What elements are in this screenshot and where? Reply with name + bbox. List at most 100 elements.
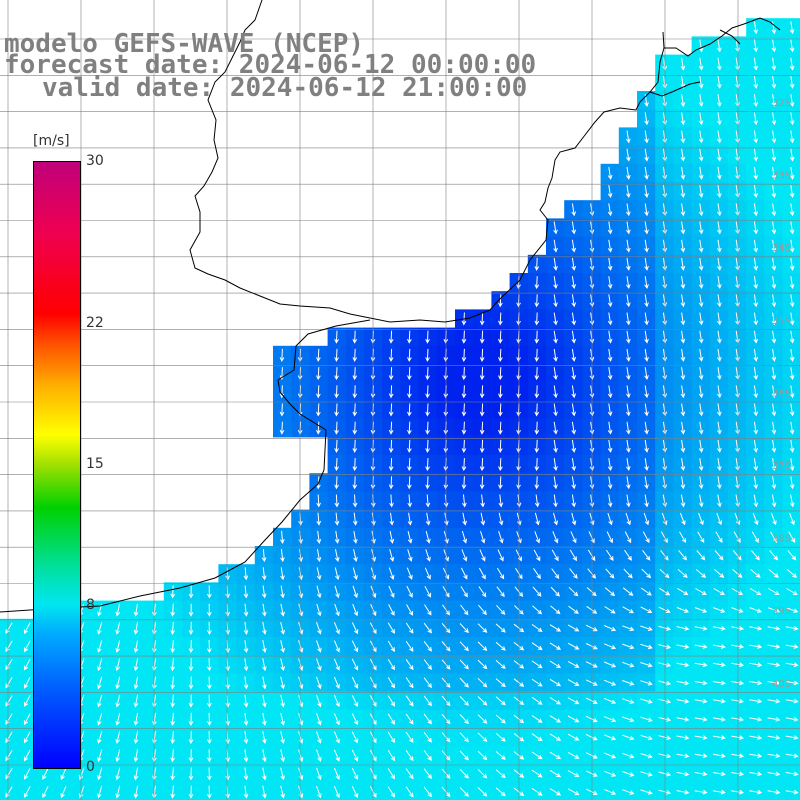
wind-arrow xyxy=(405,695,414,707)
wind-arrow xyxy=(607,312,613,326)
wind-arrow xyxy=(642,550,651,561)
wind-arrow xyxy=(607,476,613,490)
wind-arrow xyxy=(771,439,777,453)
colorbar-tick-label: 8 xyxy=(86,597,95,614)
wind-arrow xyxy=(644,348,649,362)
wind-arrow xyxy=(698,312,704,326)
wind-arrow xyxy=(623,568,633,579)
wind-arrow xyxy=(387,786,395,798)
wind-arrow xyxy=(425,476,430,490)
wind-arrow xyxy=(477,750,488,761)
wind-arrow xyxy=(785,735,799,740)
wind-arrow xyxy=(567,751,580,759)
wind-arrow xyxy=(712,789,726,795)
wind-arrow xyxy=(676,626,690,631)
wind-arrow xyxy=(280,585,285,599)
wind-arrow xyxy=(407,367,412,381)
wind-arrow xyxy=(459,732,469,743)
wind-arrow xyxy=(115,731,121,744)
wind-arrow xyxy=(533,549,541,562)
wind-arrow xyxy=(604,734,617,741)
wind-arrow xyxy=(676,607,690,613)
wind-arrow xyxy=(626,494,631,508)
wind-arrow xyxy=(712,735,726,740)
wind-arrow xyxy=(280,603,285,617)
wind-arrow xyxy=(316,549,322,563)
wind-arrow xyxy=(425,512,431,526)
wind-arrow xyxy=(789,458,795,472)
wind-arrow xyxy=(585,715,598,723)
wind-arrow xyxy=(731,662,745,668)
wind-arrow xyxy=(462,512,467,526)
wind-arrow xyxy=(23,731,31,744)
wind-arrow xyxy=(353,549,358,563)
wind-arrow xyxy=(389,494,394,508)
wind-arrow xyxy=(534,531,541,544)
wind-arrow xyxy=(498,476,503,490)
wind-arrow xyxy=(625,512,631,526)
wind-arrow xyxy=(749,698,763,704)
wind-arrow xyxy=(316,567,322,581)
wind-arrow xyxy=(243,603,249,617)
wind-arrow xyxy=(262,640,267,654)
wind-arrow xyxy=(532,605,543,615)
wind-arrow xyxy=(789,39,795,53)
wind-arrow xyxy=(406,585,413,598)
wind-arrow xyxy=(771,458,777,472)
wind-arrow xyxy=(280,676,285,690)
wind-arrow xyxy=(553,221,558,235)
wind-arrow xyxy=(731,626,745,631)
wind-arrow xyxy=(717,403,722,417)
wind-arrow xyxy=(333,695,340,708)
wind-arrow xyxy=(407,348,412,362)
wind-arrow xyxy=(749,771,763,777)
wind-arrow xyxy=(480,494,485,508)
wind-arrow xyxy=(626,166,631,180)
wind-arrow xyxy=(425,403,430,417)
wind-arrow xyxy=(753,403,759,417)
wind-arrow xyxy=(334,348,339,362)
wind-arrow xyxy=(789,166,795,180)
wind-arrow xyxy=(567,697,580,705)
wind-arrow xyxy=(753,148,759,162)
wind-arrow xyxy=(97,640,103,653)
wind-arrow xyxy=(712,698,726,704)
wind-arrow xyxy=(769,550,779,561)
wind-arrow xyxy=(351,749,359,762)
wind-arrow xyxy=(531,660,543,669)
wind-arrow xyxy=(115,694,121,708)
wind-arrow xyxy=(749,588,762,596)
wind-arrow xyxy=(753,94,759,108)
wind-arrow xyxy=(553,276,558,290)
wind-arrow xyxy=(498,294,503,308)
wind-arrow xyxy=(316,658,322,671)
wind-arrow xyxy=(732,569,743,578)
wind-arrow xyxy=(571,458,577,472)
wind-arrow xyxy=(334,549,340,563)
wind-arrow xyxy=(753,57,759,71)
wind-arrow xyxy=(170,731,176,745)
wind-arrow xyxy=(717,476,722,490)
wind-arrow xyxy=(551,568,560,579)
latitude-labels: 32S 33S 34S 35S 36S 37S 38S 39S 40S xyxy=(772,98,791,690)
wind-arrow xyxy=(607,221,613,235)
wind-arrow xyxy=(498,439,503,453)
wind-arrow xyxy=(553,476,558,490)
wind-arrow xyxy=(679,512,686,526)
wind-arrow xyxy=(697,531,705,544)
wind-arrow xyxy=(479,476,485,490)
wind-arrow xyxy=(498,421,503,435)
wind-arrow xyxy=(567,715,580,723)
wind-arrow xyxy=(531,787,543,796)
wind-arrow xyxy=(480,531,486,544)
wind-arrow xyxy=(785,698,799,704)
wind-arrow xyxy=(549,642,562,650)
wind-arrow xyxy=(423,750,432,761)
wind-arrow xyxy=(698,367,704,381)
wind-arrow xyxy=(334,458,339,472)
wind-arrow xyxy=(534,257,540,271)
wind-arrow xyxy=(407,403,412,417)
wind-arrow xyxy=(553,458,558,472)
wind-arrow xyxy=(261,585,267,599)
wind-arrow xyxy=(622,587,634,596)
